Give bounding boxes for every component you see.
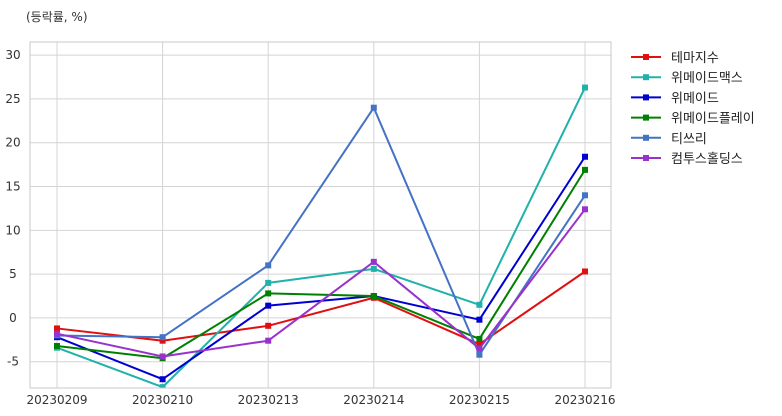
- y-tick-label: 30: [5, 48, 20, 62]
- plot-frame: [29, 41, 612, 389]
- data-point: [582, 153, 588, 160]
- y-tick-label: 10: [5, 223, 20, 237]
- legend-label: 위메이드플레이: [671, 112, 755, 127]
- data-point: [476, 351, 483, 358]
- x-tick-label: 20230216: [554, 393, 615, 407]
- series-line-1: [56, 87, 586, 388]
- y-tick-label: 5: [9, 267, 17, 281]
- y-tick-label: 15: [5, 180, 20, 194]
- data-point: [265, 322, 272, 329]
- data-point: [582, 84, 588, 91]
- legend-marker: [643, 74, 649, 81]
- series-line-4: [56, 106, 586, 356]
- x-tick-label: 20230214: [343, 393, 404, 407]
- data-point: [159, 376, 166, 383]
- data-point: [54, 325, 60, 332]
- data-point: [265, 262, 272, 269]
- legend-marker: [643, 94, 649, 101]
- data-point: [159, 353, 166, 360]
- data-point: [370, 265, 377, 272]
- y-tick-label: -5: [7, 355, 19, 369]
- legend-marker: [643, 134, 649, 141]
- series-line-0: [56, 270, 586, 346]
- y-tick-label: 25: [5, 92, 20, 106]
- data-point: [476, 316, 483, 323]
- data-point: [476, 335, 483, 342]
- legend-marker: [643, 54, 649, 60]
- legend-marker: [643, 114, 649, 121]
- data-point: [159, 384, 166, 388]
- legend-label: 테마지수: [671, 51, 719, 66]
- data-point: [265, 302, 272, 309]
- data-point: [476, 341, 483, 348]
- y-tick-label: 20: [5, 136, 20, 150]
- x-tick-labels: 20230209 20230210 20230213 20230214 20230215…: [26, 393, 615, 407]
- data-point: [582, 166, 588, 173]
- x-tick-label: 20230209: [26, 393, 87, 407]
- legend-marker: [643, 155, 649, 161]
- data-point: [370, 293, 377, 300]
- data-point: [582, 206, 588, 213]
- x-tick-label: 20230210: [132, 393, 193, 407]
- legend-label: 위메이드맥스: [671, 71, 743, 86]
- data-point: [159, 337, 166, 344]
- unit-label: (등락률, %): [26, 10, 88, 24]
- data-point: [265, 337, 272, 344]
- data-point: [54, 330, 60, 337]
- data-point: [370, 104, 377, 111]
- y-tick-labels: -5 0 5 10 15 20 25 30: [5, 48, 20, 369]
- grid-layer: [30, 42, 611, 388]
- series-line-2: [56, 156, 586, 381]
- data-point: [582, 268, 588, 275]
- series-line-5: [56, 208, 586, 358]
- y-tick-label: 0: [9, 311, 17, 325]
- data-point: [265, 290, 272, 297]
- legend-label: 컴투스홀딩스: [671, 152, 743, 167]
- data-point: [582, 192, 588, 199]
- data-point: [159, 334, 166, 341]
- legend-label: 위메이드: [671, 91, 719, 106]
- series-layer: [54, 84, 588, 388]
- legend-label: 티쓰리: [671, 132, 707, 147]
- series-line-3: [56, 169, 586, 360]
- x-tick-label: 20230213: [238, 393, 299, 407]
- data-point: [476, 301, 483, 308]
- data-point: [54, 342, 60, 349]
- data-point: [265, 279, 272, 286]
- data-point: [476, 345, 483, 352]
- data-point: [370, 258, 377, 265]
- x-tick-label: 20230215: [449, 393, 510, 407]
